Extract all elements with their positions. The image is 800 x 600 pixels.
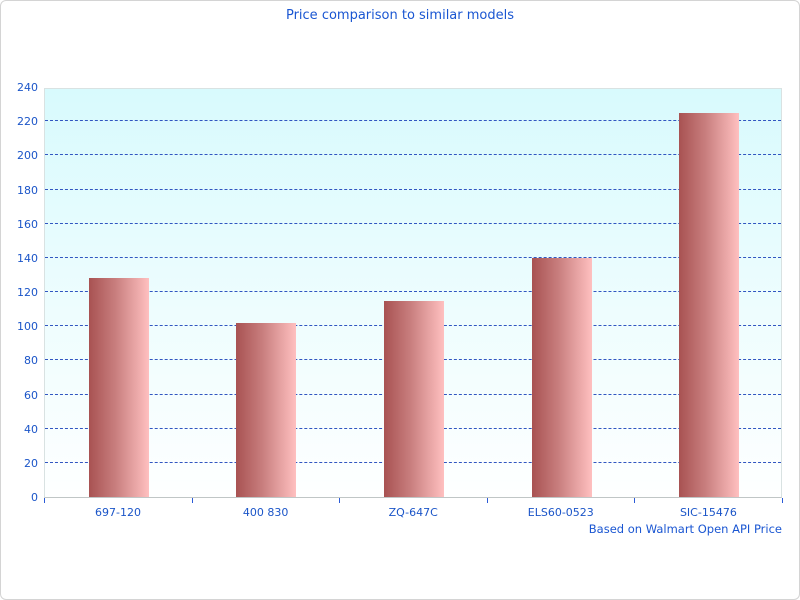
y-tick-label: 140 bbox=[17, 251, 38, 265]
y-tick-label: 180 bbox=[17, 183, 38, 197]
gridline-y120 bbox=[45, 291, 781, 292]
gridline-y180 bbox=[45, 188, 781, 190]
y-tick-label: 120 bbox=[17, 286, 38, 299]
x-tick bbox=[486, 498, 488, 503]
x-tick-label: ZQ-647C bbox=[388, 506, 438, 519]
y-tick-label: 220 bbox=[17, 115, 38, 129]
y-tick-label: 160 bbox=[17, 217, 38, 231]
y-tick-label: 240 bbox=[17, 81, 38, 94]
gridline-y140 bbox=[45, 256, 781, 258]
y-tick-label: 40 bbox=[24, 422, 38, 436]
y-tick-label: 60 bbox=[24, 388, 38, 402]
x-tick bbox=[44, 498, 45, 503]
bar-ELS60-0523 bbox=[531, 257, 592, 497]
gridline-y200 bbox=[45, 154, 781, 156]
bar-400 830 bbox=[236, 322, 297, 497]
y-tick-label: 200 bbox=[17, 149, 38, 163]
x-tick bbox=[782, 498, 783, 503]
y-tick-label: 0 bbox=[31, 491, 38, 504]
x-tick bbox=[339, 498, 341, 503]
gridline-y160 bbox=[45, 222, 781, 224]
x-tick-label: ELS60-0523 bbox=[527, 506, 594, 519]
bar-SIC-15476 bbox=[679, 112, 740, 497]
chart-title: Price comparison to similar models bbox=[285, 8, 515, 23]
y-tick-label: 20 bbox=[24, 456, 38, 470]
chart-footnote: Based on Walmart Open API Price bbox=[588, 522, 782, 536]
y-tick-label: 80 bbox=[24, 354, 38, 368]
x-tick-label: 697-120 bbox=[95, 506, 141, 519]
y-tick-label: 100 bbox=[17, 320, 38, 334]
bar-ZQ-647C bbox=[384, 300, 444, 497]
x-tick bbox=[191, 498, 193, 503]
plot-area bbox=[44, 88, 782, 498]
x-tick-label: SIC-15476 bbox=[679, 506, 737, 519]
x-tick bbox=[634, 498, 636, 503]
x-tick-label: 400 830 bbox=[242, 506, 289, 519]
bar-697-120 bbox=[88, 278, 149, 497]
gridline-y220 bbox=[45, 120, 781, 122]
